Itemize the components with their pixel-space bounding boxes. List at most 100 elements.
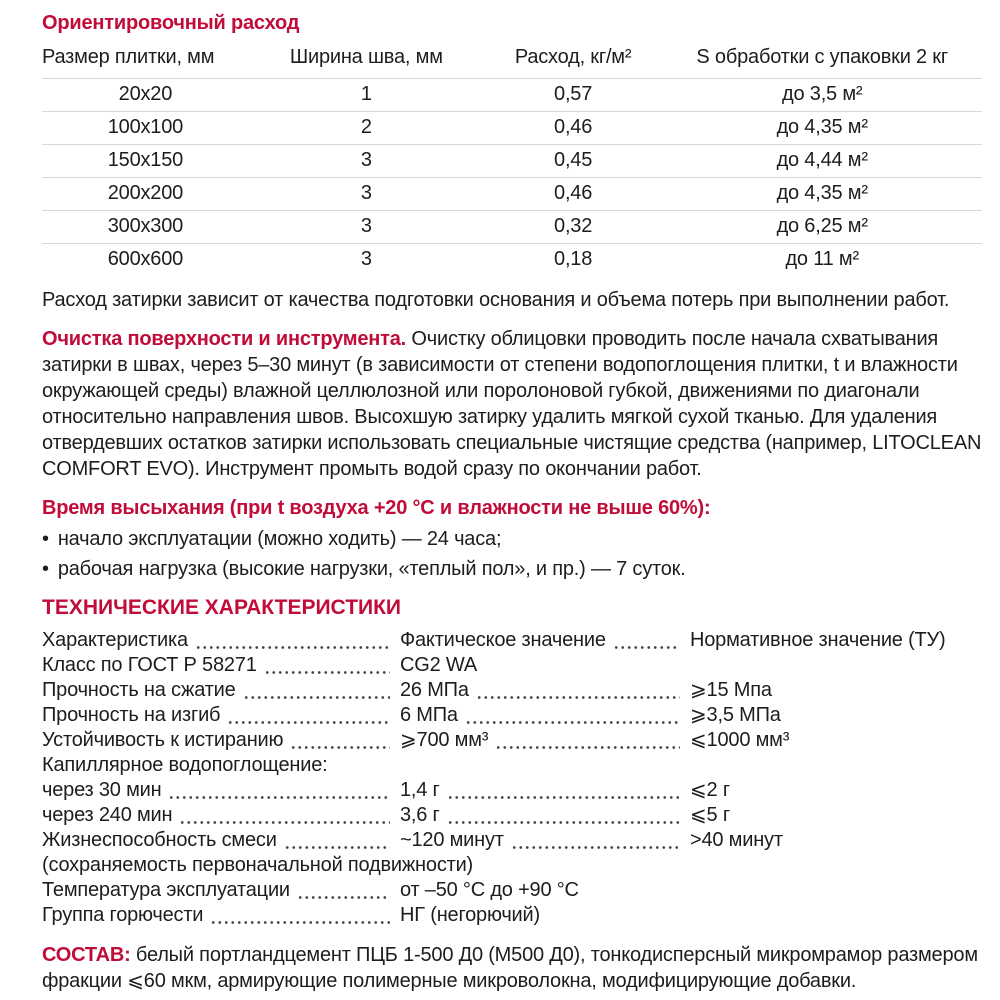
cell-consumption: 0,46: [483, 177, 663, 211]
cleaning-text: Очистку облицовки проводить после начала…: [42, 328, 982, 480]
spec-value: ~120 минут: [400, 829, 504, 851]
spec-label: Характеристика: [42, 629, 188, 651]
cell-joint-width: 3: [248, 210, 484, 244]
cell-consumption: 0,32: [483, 210, 663, 244]
spec-value: 6 МПа: [400, 704, 458, 726]
consumption-header-row: Размер плитки, мм Ширина шва, мм Расход,…: [42, 44, 982, 79]
spec-value: НГ (негорючий): [400, 904, 540, 926]
consumption-table: Размер плитки, мм Ширина шва, мм Расход,…: [42, 44, 982, 276]
col-header-joint-width: Ширина шва, мм: [248, 44, 484, 79]
composition-text: белый портландцемент ПЦБ 1-500 Д0 (М500 …: [42, 944, 978, 992]
cell-area: до 3,5 м²: [662, 78, 982, 112]
spec-value: 3,6 г: [400, 804, 440, 826]
cell-joint-width: 3: [248, 144, 484, 178]
spec-norm: ⩾3,5 МПа: [690, 704, 781, 726]
spec-row: Прочность на сжатие 26 МПа ⩾15 Мпа: [42, 678, 982, 703]
cleaning-paragraph: Очистка поверхности и инструмента. Очист…: [42, 326, 982, 482]
composition-lead: СОСТАВ:: [42, 944, 131, 966]
cell-tile-size: 300x300: [42, 210, 249, 244]
dot-leader: [495, 746, 680, 749]
dot-leader: [194, 646, 390, 649]
spec-row: Устойчивость к истиранию ⩾700 мм³ ⩽1000 …: [42, 728, 982, 753]
table-row: 600x600 3 0,18 до 11 м²: [42, 244, 982, 277]
cell-joint-width: 3: [360, 248, 372, 270]
cell-joint-width: 1: [248, 78, 484, 112]
dot-leader: [446, 796, 680, 799]
dot-leader: [227, 721, 390, 724]
bullet-glyph: •: [42, 558, 49, 580]
col-header-consumption: Расход, кг/м²: [483, 44, 663, 79]
col-header-area: S обработки с упаковки 2 кг: [662, 44, 982, 79]
dot-leader: [510, 846, 680, 849]
cell-tile-size: 150x150: [42, 144, 249, 178]
spec-norm: ⩽1000 мм³: [690, 729, 790, 751]
cell-area: до 4,35 м²: [662, 111, 982, 145]
drying-time-list: • начало эксплуатации (можно ходить) — 24…: [42, 524, 982, 584]
cell-consumption: 0,57: [483, 78, 663, 112]
spec-label: Капиллярное водопоглощение:: [42, 754, 328, 776]
spec-value: 1,4 г: [400, 779, 440, 801]
spec-label: Класс по ГОСТ Р 58271: [42, 654, 257, 676]
spec-row: Прочность на изгиб 6 МПа ⩾3,5 МПа: [42, 703, 982, 728]
table-row: 300x300 3 0,32 до 6,25 м²: [42, 210, 982, 244]
list-item: • начало эксплуатации (можно ходить) — 24…: [42, 524, 982, 554]
dot-leader: [210, 921, 390, 924]
dot-leader: [464, 721, 680, 724]
spec-row: Группа горючести НГ (негорючий): [42, 903, 982, 928]
dot-leader: [242, 696, 390, 699]
dot-leader: [475, 696, 680, 699]
cell-joint-width: 3: [248, 177, 484, 211]
cell-tile-size: 20x20: [42, 78, 249, 112]
spec-label: Температура эксплуатации: [42, 879, 290, 901]
cell-tile-size: 100x100: [42, 111, 249, 145]
spec-label: (сохраняемость первоначальной подвижност…: [42, 854, 474, 876]
spec-row: Характеристика Фактическое значение Норм…: [42, 628, 982, 653]
spec-label: через 240 мин: [42, 804, 173, 826]
consumption-title: Ориентировочный расход: [42, 12, 300, 34]
spec-norm: ⩾15 Мпа: [690, 679, 772, 701]
spec-norm: >40 минут: [690, 829, 783, 851]
consumption-note: Расход затирки зависит от качества подго…: [42, 289, 950, 311]
spec-norm: ⩽2 г: [690, 779, 730, 801]
tech-specs-heading: ТЕХНИЧЕСКИЕ ХАРАКТЕРИСТИКИ: [42, 596, 402, 619]
spec-row: Класс по ГОСТ Р 58271 CG2 WA: [42, 653, 982, 678]
cleaning-lead: Очистка поверхности и инструмента.: [42, 328, 407, 350]
spec-label: Жизнеспособность смеси: [42, 829, 277, 851]
dot-leader: [283, 846, 390, 849]
col-header-tile-size: Размер плитки, мм: [42, 44, 249, 79]
spec-label: Группа горючести: [42, 904, 204, 926]
spec-label: Прочность на сжатие: [42, 679, 236, 701]
cell-area: до 4,44 м²: [662, 144, 982, 178]
spec-row: Температура эксплуатации от –50 °C до +9…: [42, 878, 982, 903]
spec-norm: ⩽5 г: [690, 804, 730, 826]
spec-row: через 30 мин 1,4 г ⩽2 г: [42, 778, 982, 803]
cell-consumption: 0,18: [554, 248, 593, 270]
spec-norm: Нормативное значение (ТУ): [690, 629, 946, 651]
spec-label: Устойчивость к истиранию: [42, 729, 284, 751]
spec-row: через 240 мин 3,6 г ⩽5 г: [42, 803, 982, 828]
spec-value: от –50 °C до +90 °C: [400, 879, 579, 901]
tech-specs-list: Характеристика Фактическое значение Норм…: [42, 628, 982, 928]
dot-leader: [290, 746, 390, 749]
cell-area: до 11 м²: [785, 248, 859, 270]
cell-consumption: 0,45: [483, 144, 663, 178]
spec-value: CG2 WA: [400, 654, 477, 676]
spec-row: Жизнеспособность смеси ~120 минут >40 ми…: [42, 828, 982, 853]
cell-area: до 6,25 м²: [662, 210, 982, 244]
spec-label: Прочность на изгиб: [42, 704, 221, 726]
bullet-glyph: •: [42, 528, 49, 550]
list-item-text: рабочая нагрузка (высокие нагрузки, «теп…: [57, 558, 686, 580]
dot-leader: [179, 821, 390, 824]
dot-leader: [296, 896, 390, 899]
table-row: 150x150 3 0,45 до 4,44 м²: [42, 144, 982, 178]
cell-joint-width: 2: [248, 111, 484, 145]
dot-leader: [446, 821, 680, 824]
cell-consumption: 0,46: [483, 111, 663, 145]
dot-leader: [168, 796, 390, 799]
list-item: • рабочая нагрузка (высокие нагрузки, «те…: [42, 554, 982, 584]
cell-tile-size: 600x600: [107, 248, 184, 270]
table-row: 200x200 3 0,46 до 4,35 м²: [42, 177, 982, 211]
table-row: 20x20 1 0,57 до 3,5 м²: [42, 78, 982, 112]
spec-value: ⩾700 мм³: [400, 729, 489, 751]
